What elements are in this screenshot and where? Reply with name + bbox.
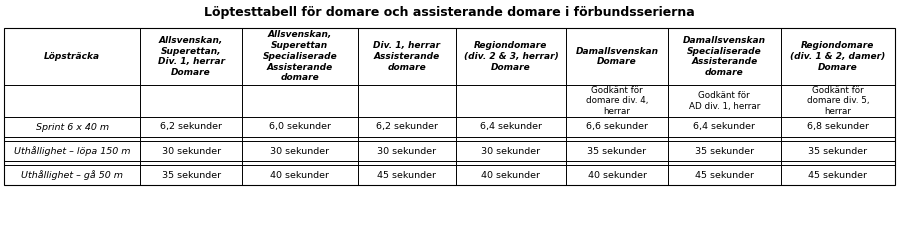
Text: Allsvenskan,
Superettan
Specialiserade
Assisterande
domare: Allsvenskan, Superettan Specialiserade A… (263, 31, 337, 82)
Text: Godkänt för
domare div. 5,
herrar: Godkänt för domare div. 5, herrar (806, 86, 869, 116)
Text: Löpsträcka: Löpsträcka (44, 52, 100, 61)
Text: Löptesttabell för domare och assisterande domare i förbundsserierna: Löptesttabell för domare och assisterand… (204, 6, 695, 19)
Text: 6,8 sekunder: 6,8 sekunder (807, 122, 869, 132)
Text: Godkänt för
AD div. 1, herrar: Godkänt för AD div. 1, herrar (689, 91, 760, 111)
Text: 45 sekunder: 45 sekunder (378, 170, 436, 180)
Text: Uthållighet – gå 50 m: Uthållighet – gå 50 m (22, 170, 123, 180)
Text: 30 sekunder: 30 sekunder (271, 147, 329, 155)
Text: 6,4 sekunder: 6,4 sekunder (480, 122, 542, 132)
Text: 45 sekunder: 45 sekunder (695, 170, 754, 180)
Text: 45 sekunder: 45 sekunder (808, 170, 868, 180)
Text: Regiondomare
(div. 1 & 2, damer)
Domare: Regiondomare (div. 1 & 2, damer) Domare (790, 41, 886, 72)
Text: Regiondomare
(div. 2 & 3, herrar)
Domare: Regiondomare (div. 2 & 3, herrar) Domare (464, 41, 558, 72)
Text: Godkänt för
domare div. 4,
herrar: Godkänt för domare div. 4, herrar (586, 86, 648, 116)
Text: 35 sekunder: 35 sekunder (808, 147, 868, 155)
Text: Damallsvenskan
Specialiserade
Assisterande
domare: Damallsvenskan Specialiserade Assisteran… (683, 36, 766, 77)
Text: Sprint 6 x 40 m: Sprint 6 x 40 m (36, 122, 109, 132)
Text: Uthållighet – löpa 150 m: Uthållighet – löpa 150 m (13, 146, 130, 156)
Text: Allsvenskan,
Superettan,
Div. 1, herrar
Domare: Allsvenskan, Superettan, Div. 1, herrar … (157, 36, 225, 77)
Text: 6,2 sekunder: 6,2 sekunder (376, 122, 438, 132)
Text: 40 sekunder: 40 sekunder (482, 170, 540, 180)
Text: 40 sekunder: 40 sekunder (271, 170, 329, 180)
Text: 30 sekunder: 30 sekunder (162, 147, 220, 155)
Text: 40 sekunder: 40 sekunder (588, 170, 646, 180)
Text: 6,6 sekunder: 6,6 sekunder (586, 122, 648, 132)
Text: Damallsvenskan
Domare: Damallsvenskan Domare (575, 47, 658, 66)
Text: 30 sekunder: 30 sekunder (378, 147, 436, 155)
Text: 6,0 sekunder: 6,0 sekunder (269, 122, 331, 132)
Text: 35 sekunder: 35 sekunder (695, 147, 754, 155)
Text: 35 sekunder: 35 sekunder (162, 170, 220, 180)
Text: 35 sekunder: 35 sekunder (587, 147, 646, 155)
Text: 30 sekunder: 30 sekunder (482, 147, 540, 155)
Bar (4, 28, 895, 185)
Text: 6,4 sekunder: 6,4 sekunder (693, 122, 755, 132)
Text: Div. 1, herrar
Assisterande
domare: Div. 1, herrar Assisterande domare (373, 41, 441, 72)
Text: 6,2 sekunder: 6,2 sekunder (160, 122, 222, 132)
